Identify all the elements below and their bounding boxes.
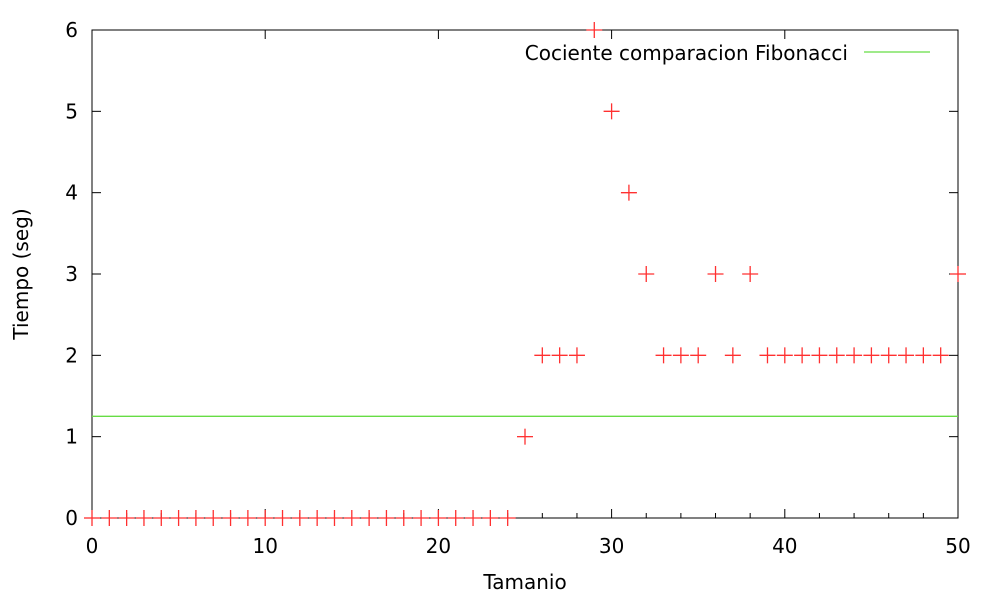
data-point <box>690 347 707 364</box>
data-point <box>395 510 412 526</box>
data-point <box>430 510 447 526</box>
data-point <box>517 428 533 445</box>
data-point <box>153 510 170 526</box>
data-point <box>84 510 100 526</box>
data-point <box>672 347 689 364</box>
data-point <box>898 347 915 364</box>
y-tick-label: 5 <box>65 99 78 123</box>
data-point <box>274 510 291 526</box>
data-point <box>482 510 499 526</box>
y-tick-label: 2 <box>65 343 78 367</box>
data-point <box>326 510 343 526</box>
legend-label: Cociente comparacion Fibonacci <box>525 41 848 65</box>
y-tick-label: 4 <box>65 181 78 205</box>
data-point <box>863 347 880 364</box>
data-point <box>413 510 430 526</box>
data-point <box>742 266 759 282</box>
data-point <box>101 510 118 526</box>
data-point <box>465 510 482 526</box>
data-point <box>915 347 932 364</box>
series-layer <box>84 22 966 526</box>
data-point <box>291 510 308 526</box>
data-point <box>499 510 516 526</box>
legend: Cociente comparacion Fibonacci <box>525 41 930 65</box>
data-point <box>811 347 828 364</box>
data-point <box>880 347 897 364</box>
data-point <box>950 266 966 282</box>
data-point <box>170 510 187 526</box>
data-point <box>568 347 585 364</box>
data-point <box>932 347 949 364</box>
data-point <box>707 266 724 282</box>
data-point <box>620 184 637 201</box>
y-tick-label: 0 <box>65 506 78 530</box>
y-tick-label: 6 <box>65 18 78 42</box>
y-axis-title: Tiempo (seg) <box>9 208 33 340</box>
y-tick-label: 3 <box>65 262 78 286</box>
data-point <box>724 347 741 364</box>
x-tick-label: 40 <box>772 534 797 558</box>
data-point <box>846 347 863 364</box>
plot-area <box>91 29 959 519</box>
data-point <box>309 510 326 526</box>
data-point <box>586 22 603 38</box>
data-point <box>222 510 239 526</box>
data-point <box>343 510 360 526</box>
data-point <box>759 347 776 364</box>
x-tick-label: 20 <box>426 534 451 558</box>
data-point <box>551 347 568 364</box>
x-tick-label: 30 <box>599 534 624 558</box>
data-point <box>638 266 655 282</box>
data-point <box>257 510 274 526</box>
x-axis-title: Tamanio <box>482 570 566 594</box>
x-tick-label: 0 <box>86 534 99 558</box>
y-tick-label: 1 <box>65 425 78 449</box>
axis-ticks <box>91 29 959 519</box>
data-point <box>239 510 256 526</box>
x-tick-label: 50 <box>945 534 970 558</box>
data-point <box>118 510 135 526</box>
data-point <box>828 347 845 364</box>
data-point <box>378 510 395 526</box>
data-point <box>603 103 620 120</box>
x-tick-label: 10 <box>252 534 277 558</box>
data-point <box>361 510 378 526</box>
data-point <box>447 510 464 526</box>
data-point <box>534 347 551 364</box>
tick-labels: 0 10 20 30 40 50 0 1 2 3 4 5 6 <box>65 18 970 558</box>
plot-border <box>91 29 959 519</box>
data-point <box>776 347 793 364</box>
data-point <box>655 347 672 364</box>
data-point <box>794 347 811 364</box>
data-point <box>187 510 204 526</box>
data-point <box>135 510 152 526</box>
data-point <box>205 510 222 526</box>
